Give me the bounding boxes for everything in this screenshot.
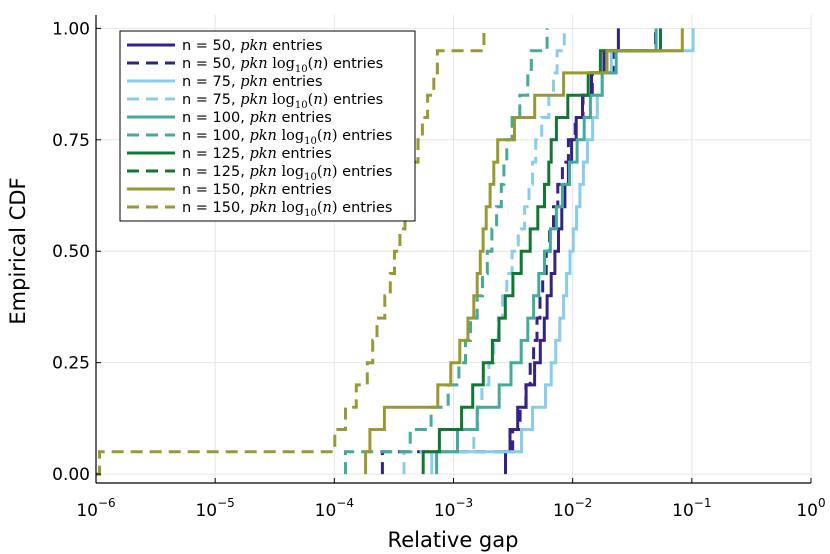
legend-entry-n: n = 150, [182, 182, 249, 198]
axes-frame [95, 15, 812, 484]
legend-entry-log: log [272, 56, 295, 72]
x-tick-label: 100 [796, 496, 825, 521]
legend-entry-log-base: 10 [304, 172, 317, 183]
legend-entry-n: n = 100, [182, 110, 249, 126]
legend-entry-log-arg: (n) [308, 56, 329, 72]
legend-entry-n: n = 75, [182, 74, 240, 90]
legend-entry-log-base: 10 [295, 100, 308, 111]
plot-area [96, 28, 695, 476]
legend-entry-n: n = 125, [182, 146, 249, 162]
legend-entry-suffix: entries [268, 38, 323, 54]
legend-entry-label: n = 100, pkn entries [182, 110, 332, 126]
x-tick-exponent: −4 [336, 496, 354, 510]
legend-entry-label: n = 150, pkn entries [182, 182, 332, 198]
legend-entry-label: n = 50, pkn log10(n) entries [182, 56, 383, 75]
legend-entry-math: pkn [249, 128, 281, 144]
series-line-6 [344, 28, 549, 475]
y-axis-label: Empirical CDF [6, 177, 30, 324]
series-line-9 [364, 28, 684, 475]
legend-entry-log-base: 10 [304, 136, 317, 147]
legend-entry-suffix: entries [338, 200, 393, 216]
legend-entry-suffix: entries [277, 182, 332, 198]
x-tick-exponent: −5 [217, 496, 235, 510]
legend-entry-suffix: entries [277, 110, 332, 126]
legend-entry-label: n = 125, pkn log10(n) entries [182, 164, 392, 183]
legend-entry-log: log [281, 128, 304, 144]
x-tick-base: 10 [796, 501, 818, 521]
x-tick-base: 10 [315, 501, 337, 521]
legend-entry-suffix: entries [338, 128, 393, 144]
legend-entry-log-arg: (n) [317, 164, 338, 180]
legend-entry-math: pkn [249, 200, 281, 216]
x-tick-exponent: −6 [98, 496, 116, 510]
legend-entry-log-arg: (n) [308, 92, 329, 108]
x-tick-base: 10 [672, 501, 694, 521]
legend-entry-suffix: entries [338, 164, 393, 180]
legend-entry-label: n = 75, pkn log10(n) entries [182, 92, 383, 111]
legend-entry-label: n = 125, pkn entries [182, 146, 332, 162]
series-line-4 [402, 28, 566, 475]
x-tick-exponent: −1 [694, 496, 712, 510]
legend-entry-suffix: entries [268, 74, 323, 90]
y-tick-label: 0.25 [52, 354, 90, 374]
legend-entry-log-base: 10 [304, 208, 317, 219]
x-tick-exponent: −3 [455, 496, 473, 510]
legend-entry-suffix: entries [328, 56, 383, 72]
legend-entry-log-arg: (n) [317, 200, 338, 216]
legend-entry-label: n = 75, pkn entries [182, 74, 323, 90]
y-tick-label: 1.00 [52, 19, 90, 39]
legend-entry-label: n = 100, pkn log10(n) entries [182, 128, 392, 147]
legend-entry-log: log [281, 200, 304, 216]
legend-entry-n: n = 75, [182, 92, 240, 108]
legend-entry-math: pkn [240, 74, 267, 90]
legend-entry-log: log [281, 164, 304, 180]
legend-entry-math: pkn [249, 110, 276, 126]
x-tick-label: 10−1 [672, 496, 711, 521]
x-tick-label: 10−5 [195, 496, 234, 521]
x-tick-base: 10 [434, 501, 456, 521]
legend-entry-n: n = 50, [182, 38, 240, 54]
y-tick-label: 0.50 [52, 242, 90, 262]
legend-entry-label: n = 150, pkn log10(n) entries [182, 200, 392, 219]
legend-entry-n: n = 100, [182, 128, 249, 144]
x-tick-exponent: −2 [575, 496, 593, 510]
y-tick-label: 0.00 [52, 465, 90, 485]
series-line-10 [96, 28, 486, 476]
legend-entry-label: n = 50, pkn entries [182, 38, 323, 54]
legend-entry-math: pkn [249, 164, 281, 180]
legend-entry-math: pkn [240, 56, 272, 72]
legend-entry-math: pkn [249, 146, 276, 162]
x-tick-base: 10 [76, 501, 98, 521]
legend-entry-n: n = 150, [182, 200, 249, 216]
legend-entry-log-base: 10 [295, 64, 308, 75]
x-tick-label: 10−4 [315, 496, 354, 521]
x-tick-label: 10−2 [553, 496, 592, 521]
legend-entry-log: log [272, 92, 295, 108]
legend-entry-math: pkn [240, 38, 267, 54]
legend-entry-suffix: entries [328, 92, 383, 108]
legend-entry-log-arg: (n) [317, 128, 338, 144]
legend-entry-suffix: entries [277, 146, 332, 162]
legend-entry-n: n = 50, [182, 56, 240, 72]
x-tick-label: 10−3 [434, 496, 473, 521]
legend-entry-math: pkn [249, 182, 276, 198]
series-line-7 [421, 28, 662, 475]
x-tick-exponent: 0 [818, 496, 826, 510]
y-tick-label: 0.75 [52, 131, 90, 151]
x-tick-label: 10−6 [76, 496, 115, 521]
x-tick-base: 10 [553, 501, 575, 521]
series-line-1 [504, 28, 620, 475]
series-line-5 [435, 28, 658, 475]
series-line-3 [430, 28, 695, 475]
x-axis-label: Relative gap [388, 528, 519, 552]
legend-entry-n: n = 125, [182, 164, 249, 180]
x-tick-base: 10 [195, 501, 217, 521]
legend-entry-math: pkn [240, 92, 272, 108]
tick-labels: 10−6 10−5 10−4 10−3 10−2 10−1 1000.000.250.500… [52, 19, 826, 521]
